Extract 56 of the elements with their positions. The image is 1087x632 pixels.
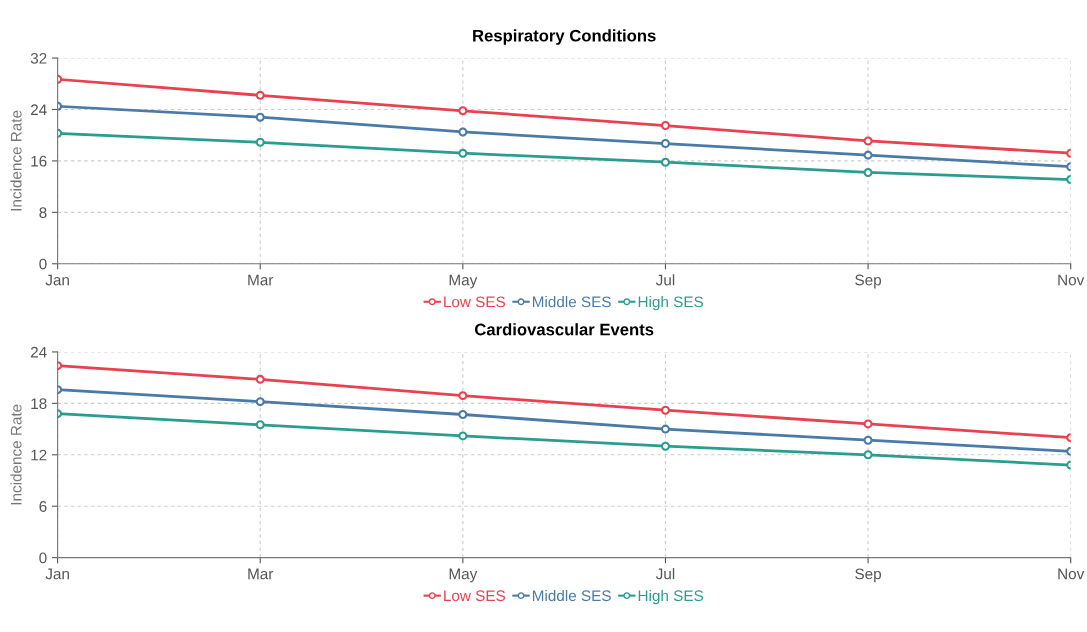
x-tick-label: Nov (1058, 568, 1085, 580)
point (255, 397, 265, 407)
x-tick-label: Sep (855, 568, 882, 583)
x-tick-label: Jan (45, 568, 69, 580)
point (660, 441, 670, 451)
point (660, 157, 670, 167)
x-tick-label: Jan (45, 274, 69, 286)
point (255, 374, 265, 384)
point (660, 405, 670, 415)
y-tick-label: 24 (30, 104, 47, 116)
legend-label: Low SES (444, 296, 506, 308)
point (660, 424, 670, 434)
y-tick-label: 32 (30, 52, 47, 64)
point (458, 391, 468, 401)
point (458, 148, 468, 158)
y-tick-label: 6 (39, 501, 47, 512)
legend-label: High SES (638, 589, 704, 605)
point (458, 127, 468, 137)
legend-label: Middle SES (532, 589, 611, 602)
point (458, 409, 468, 420)
legend-label: Middle SES (532, 296, 611, 308)
y-tick-label: 18 (31, 398, 47, 410)
point (863, 435, 873, 445)
y-tick-label: 24 (30, 346, 47, 358)
x-tick-label: Mar (248, 568, 274, 580)
y-tick-label: 8 (39, 207, 47, 219)
point (255, 112, 265, 122)
x-tick-label: Sep (855, 274, 882, 289)
point (863, 136, 873, 146)
chart-title: Respiratory Conditions (473, 29, 656, 45)
x-tick-label: Nov (1058, 274, 1085, 286)
x-tick-label: Jul (655, 274, 675, 286)
x-tick-label: Jul (655, 568, 675, 580)
point (255, 137, 265, 147)
y-tick-label: 12 (31, 449, 47, 461)
point (255, 90, 265, 100)
point (863, 419, 873, 429)
y-axis-title: Incidence Rate (10, 110, 22, 211)
y-tick-label: 0 (39, 552, 47, 564)
x-tick-label: Mar (248, 274, 274, 286)
x-tick-label: May (449, 568, 478, 583)
y-tick-label: 16 (31, 155, 47, 167)
legend-label: Low SES (444, 590, 506, 602)
x-tick-label: May (449, 274, 478, 289)
point (458, 106, 468, 116)
legend-label: High SES (638, 296, 704, 311)
chart-title: Cardiovascular Events (474, 323, 654, 336)
point (255, 420, 265, 430)
y-axis-title: Incidence Rate (10, 404, 22, 505)
point (863, 167, 873, 177)
point (458, 431, 468, 441)
y-tick-label: 0 (39, 258, 47, 270)
point (660, 139, 670, 149)
point (863, 150, 873, 160)
point (660, 121, 670, 131)
point (863, 450, 873, 460)
